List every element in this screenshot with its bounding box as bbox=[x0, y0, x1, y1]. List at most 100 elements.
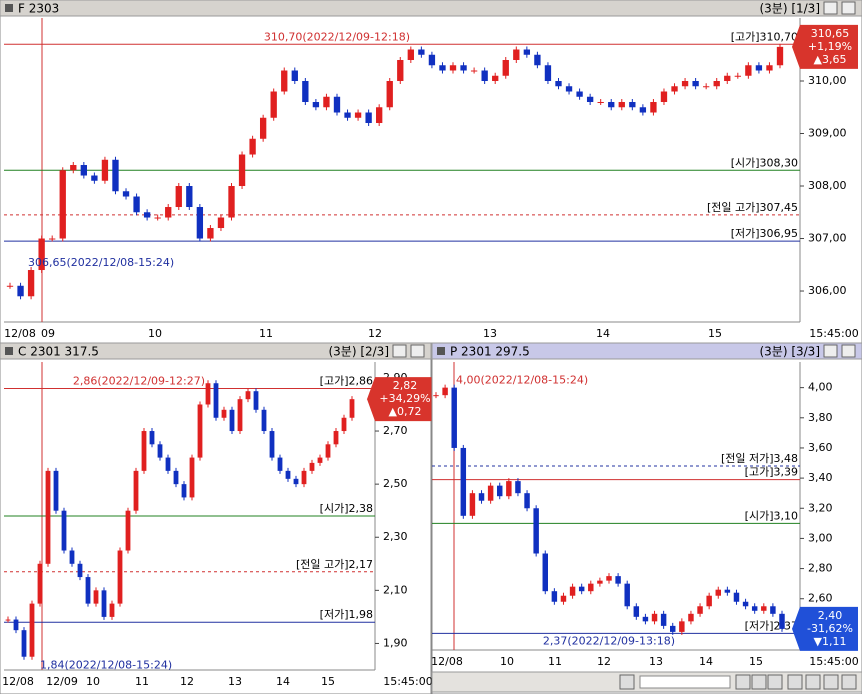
candle bbox=[734, 75, 741, 77]
menu-icon[interactable] bbox=[5, 347, 13, 355]
candle bbox=[660, 91, 668, 103]
candle bbox=[565, 86, 573, 92]
candle bbox=[312, 102, 320, 108]
candle bbox=[751, 606, 758, 611]
candle bbox=[742, 601, 749, 607]
candle bbox=[492, 75, 499, 82]
toolbar-button[interactable] bbox=[751, 674, 767, 690]
toolbar-button[interactable] bbox=[619, 674, 635, 690]
candle bbox=[513, 49, 520, 61]
toolbar-button[interactable] bbox=[805, 674, 821, 690]
x-tick-label: 14 bbox=[699, 655, 713, 668]
candle bbox=[706, 595, 712, 607]
candle bbox=[249, 138, 256, 155]
price-tag-text: 2,82 bbox=[393, 379, 418, 392]
y-tick-label: 1,90 bbox=[383, 636, 408, 649]
candle bbox=[724, 589, 731, 593]
candle bbox=[6, 285, 14, 287]
candle bbox=[277, 457, 283, 471]
panel-period: (3분) [3/3] bbox=[759, 345, 820, 359]
close-button[interactable] bbox=[410, 344, 425, 358]
candle bbox=[302, 81, 309, 103]
candle bbox=[175, 186, 182, 208]
candle bbox=[196, 207, 204, 239]
candle bbox=[776, 46, 784, 66]
candle bbox=[61, 510, 67, 551]
toolbar-button[interactable] bbox=[787, 674, 803, 690]
candle bbox=[470, 70, 478, 72]
panel-period: (3분) [2/3] bbox=[328, 345, 389, 359]
candle bbox=[418, 49, 425, 55]
x-tick-label: 09 bbox=[41, 327, 55, 340]
x-tick-label: 15:45:00 bbox=[809, 327, 858, 340]
level-label: [전일 고가]2,17 bbox=[296, 557, 373, 571]
candle bbox=[38, 238, 45, 271]
settings-button[interactable] bbox=[823, 1, 838, 15]
candle bbox=[344, 112, 351, 118]
candle bbox=[608, 102, 615, 108]
candle bbox=[639, 107, 647, 113]
candle bbox=[555, 81, 562, 87]
candle bbox=[59, 170, 66, 239]
close-button[interactable] bbox=[841, 1, 856, 15]
candle bbox=[207, 228, 214, 239]
toolbar-button[interactable] bbox=[823, 674, 839, 690]
candle bbox=[755, 65, 763, 71]
y-tick-label: 2,80 bbox=[808, 562, 833, 575]
candle bbox=[506, 481, 512, 497]
toolbar-button[interactable] bbox=[841, 674, 857, 690]
candle bbox=[181, 484, 187, 498]
candle bbox=[165, 457, 171, 471]
panel-bg bbox=[0, 0, 862, 344]
candle bbox=[354, 112, 362, 118]
price-tag-text: 2,40 bbox=[818, 609, 843, 622]
x-tick-label: 12/08 bbox=[4, 327, 36, 340]
level-label: [고가]2,86 bbox=[320, 375, 373, 388]
settings-button[interactable] bbox=[392, 344, 407, 358]
candle bbox=[433, 395, 439, 397]
menu-icon[interactable] bbox=[5, 4, 13, 12]
level-label: [전일 저가]3,48 bbox=[721, 451, 798, 465]
candle bbox=[341, 417, 347, 432]
close-button[interactable] bbox=[841, 344, 856, 358]
x-tick-label: 15 bbox=[749, 655, 763, 668]
menu-icon[interactable] bbox=[437, 347, 445, 355]
candle bbox=[624, 583, 630, 607]
x-tick-label: 15 bbox=[708, 327, 722, 340]
y-tick-label: 306,00 bbox=[808, 284, 847, 297]
toolbar-button[interactable] bbox=[735, 674, 751, 690]
candle bbox=[217, 217, 225, 229]
scroll-track[interactable] bbox=[639, 675, 731, 689]
price-tag bbox=[367, 377, 433, 422]
candle bbox=[724, 75, 731, 82]
y-tick-label: 2,60 bbox=[808, 592, 833, 605]
y-tick-label: 3,40 bbox=[808, 471, 833, 484]
candle bbox=[221, 409, 227, 418]
candle bbox=[469, 493, 476, 516]
candle bbox=[733, 592, 740, 602]
candle bbox=[117, 550, 123, 604]
candle bbox=[618, 102, 625, 108]
panel-bg bbox=[431, 342, 862, 694]
price-tag-text: 310,65 bbox=[811, 27, 850, 40]
annotation: 310,70(2022/12/09-12:18) bbox=[264, 30, 410, 43]
toolbar-button[interactable] bbox=[767, 674, 783, 690]
candle bbox=[154, 217, 161, 219]
candle bbox=[261, 409, 267, 432]
candle bbox=[397, 60, 404, 82]
candle bbox=[478, 493, 485, 501]
annotation: 2,86(2022/12/09-12:27) bbox=[73, 375, 205, 388]
candle bbox=[650, 102, 657, 113]
candle bbox=[697, 606, 703, 614]
candle bbox=[49, 238, 56, 240]
candle bbox=[293, 478, 299, 485]
candle bbox=[317, 457, 323, 463]
candle bbox=[281, 70, 288, 92]
candle bbox=[688, 613, 694, 622]
candle bbox=[534, 54, 541, 66]
candle bbox=[101, 590, 107, 617]
settings-button[interactable] bbox=[823, 344, 838, 358]
level-label: [저가]1,98 bbox=[320, 608, 373, 621]
candle bbox=[670, 625, 676, 632]
